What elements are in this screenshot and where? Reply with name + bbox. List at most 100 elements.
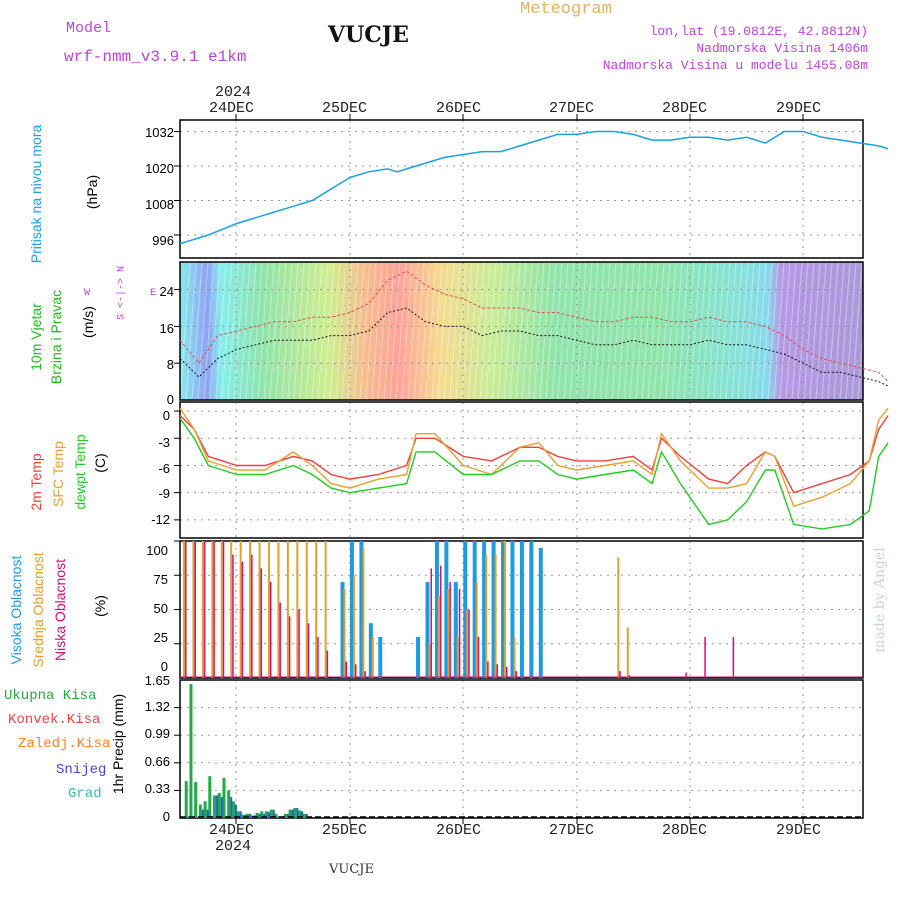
wind-barb-hatch (377, 261, 389, 401)
lonlat-label: lon,lat (19.0812E, 42.8812N) (649, 24, 868, 39)
low-cloud-bar (288, 616, 291, 678)
low-cloud-bar (477, 636, 480, 678)
low-cloud-bar (685, 672, 687, 678)
precip-tick-1: 1.32 (144, 699, 170, 714)
wind-barb-hatch (683, 261, 695, 401)
high-cloud-bar (434, 541, 439, 678)
pressure-line (179, 130, 889, 245)
legend-conv: Konvek.Kisa (8, 712, 101, 728)
date-bottom-2: 26DEC (436, 822, 482, 839)
wind-barb-hatch (533, 261, 545, 401)
wind-barb-hatch (551, 261, 563, 401)
wind-barb-hatch (665, 261, 677, 401)
wind-barb-hatch (467, 261, 479, 401)
total-precip-bar (208, 776, 212, 818)
total-precip-bar (198, 804, 202, 818)
wind-label-2: Brzina i Pravac (48, 289, 64, 385)
wind-barb-hatch (287, 261, 299, 401)
mid-cloud-bar (249, 541, 252, 678)
wind-frame (179, 261, 864, 401)
precip-tick-5: 0 (162, 809, 170, 824)
cloud-label-high: Visoka Oblacnost (8, 555, 24, 665)
total-precip-bar (288, 809, 292, 818)
precip-frame (179, 679, 864, 819)
wind-barb-hatch (755, 261, 767, 401)
low-cloud-bar (364, 671, 366, 678)
wind-barb-hatch (239, 261, 251, 401)
model-name: wrf-nmm_v3.9.1 e1km (64, 48, 247, 66)
total-precip-bar (298, 810, 302, 818)
temp-frame (179, 401, 864, 539)
wind-barb-hatch (611, 261, 623, 401)
wind-barb-hatch (359, 261, 371, 401)
wind-barb-hatch (179, 261, 191, 401)
wind-barb-hatch (401, 261, 413, 401)
mid-cloud-bar (362, 547, 365, 678)
credit-label: made by Angel (872, 547, 888, 653)
wind-barb-hatch (443, 261, 455, 401)
low-cloud-bar (317, 636, 319, 678)
mid-cloud-bar (485, 554, 488, 678)
wind-barb-hatch (539, 261, 551, 401)
total-precip-bar (236, 811, 240, 818)
date-top-0: 24DEC (209, 100, 255, 117)
total-precip-bar (184, 781, 188, 818)
low-cloud-bar (307, 623, 310, 678)
wind-barb-hatch (809, 261, 821, 401)
low-cloud-bar (185, 541, 187, 678)
pressure-frame (179, 119, 864, 259)
mid-cloud-bar (183, 541, 185, 678)
low-cloud-bar (232, 554, 234, 678)
high-cloud-bar (378, 636, 383, 678)
cloud-tick-4: 0 (160, 659, 168, 674)
dewpt-temp-line (179, 417, 889, 530)
wind-barb-hatch (527, 261, 539, 401)
mid-cloud-bar (324, 541, 327, 678)
mid-cloud-bar (239, 541, 242, 678)
wind-barb-hatch (833, 261, 845, 401)
wind-barb-hatch (497, 261, 509, 401)
precip-tick-2: 0.99 (144, 726, 170, 741)
high-cloud-bar (463, 541, 468, 678)
total-precip-bar (255, 812, 259, 818)
wind-barb-hatch (491, 261, 503, 401)
wind-barb-hatch (257, 261, 269, 401)
cloud-label-mid: Srednja Oblacnost (30, 552, 46, 668)
high-cloud-bar (510, 541, 515, 678)
wind-barb-hatch (485, 261, 497, 401)
total-precip-bar (231, 801, 235, 818)
wind-barb-hatch (713, 261, 725, 401)
wind-barb-hatch (797, 261, 809, 401)
date-bottom-3: 27DEC (549, 822, 595, 839)
temp-tick-3: -9 (158, 486, 170, 501)
wind-barb-hatch (389, 261, 401, 401)
date-bottom-0: 24DEC (209, 822, 255, 839)
legend-freezing: Zaledj.Kisa (18, 736, 111, 752)
low-cloud-bar (506, 667, 508, 678)
wind-barb-hatch (671, 261, 683, 401)
low-cloud-bar (222, 541, 225, 678)
temp-tick-1: -3 (158, 435, 170, 450)
wind-barb-hatch (767, 261, 779, 401)
low-cloud-bar (345, 661, 348, 678)
pressure-tick-3: 996 (152, 233, 174, 248)
date-top-2: 26DEC (436, 100, 482, 117)
legend-snow: Snijeg (56, 762, 107, 778)
low-cloud-bar (269, 582, 272, 678)
wind-barb-hatch (545, 261, 557, 401)
mid-cloud-bar (475, 582, 478, 678)
wind-barb-hatch (725, 261, 737, 401)
wind-barb-hatch (413, 261, 425, 401)
low-cloud-bar (354, 664, 357, 678)
wind-barb-hatch (473, 261, 485, 401)
mid-cloud-bar (428, 643, 431, 678)
high-cloud-bar (482, 541, 487, 678)
high-cloud-bar (368, 623, 373, 678)
wind-barb-hatch (323, 261, 335, 401)
snow-precip-bar (220, 797, 223, 818)
total-precip-bar (222, 777, 226, 818)
wind-barb-hatch (749, 261, 761, 401)
snow-precip-bar (301, 811, 304, 818)
mid-cloud-bar (343, 588, 346, 678)
wind-barb-hatch (701, 261, 713, 401)
